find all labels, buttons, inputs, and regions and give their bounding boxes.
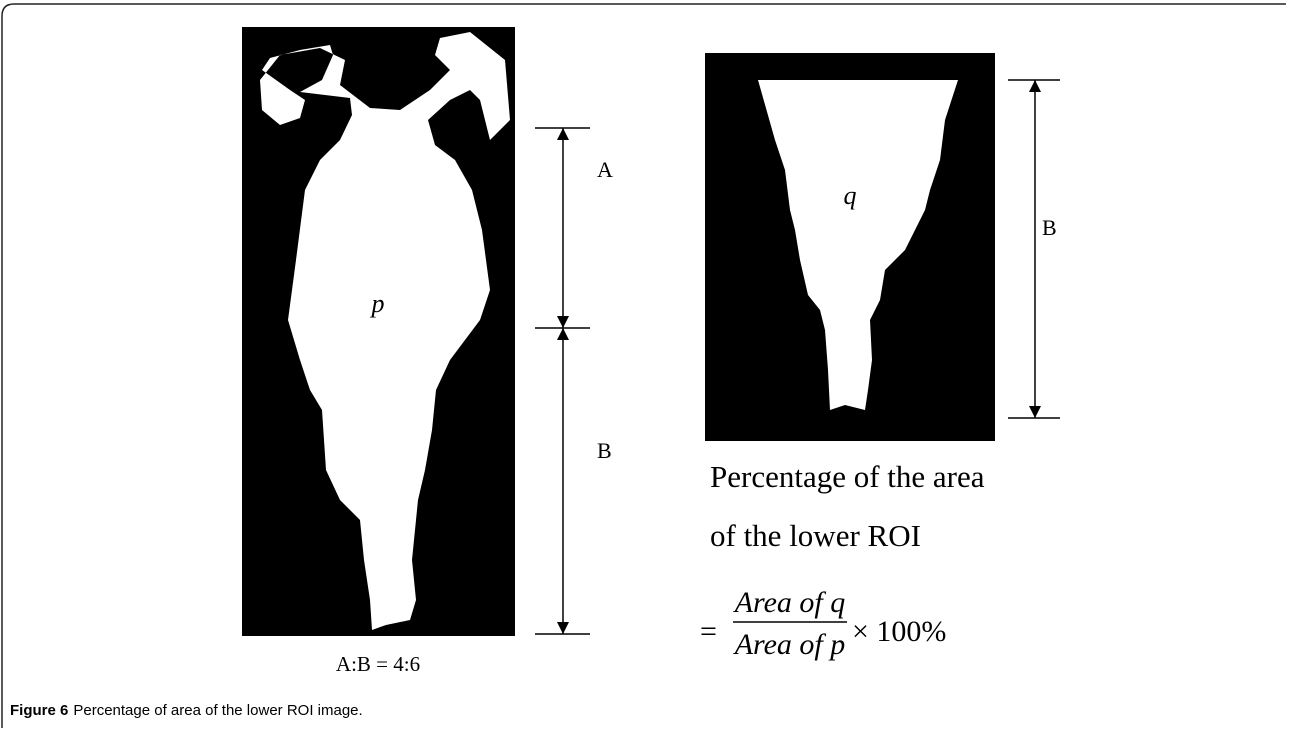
arrow-heads	[557, 128, 569, 634]
formula-line: of the lower ROI	[710, 518, 921, 553]
numerator: Area of q	[733, 586, 846, 619]
caption-label: Figure 6	[10, 702, 68, 719]
dimension-label: B	[597, 438, 612, 463]
equals-sign: =	[700, 615, 717, 648]
formula-line: Percentage of the area	[710, 459, 985, 494]
dimension-arrows	[1008, 79, 1060, 419]
region-label: q	[844, 181, 857, 210]
left-silhouette	[260, 32, 510, 630]
denominator: Area of p	[733, 628, 846, 661]
region-label: p	[370, 289, 385, 318]
dimension-label: B	[1042, 215, 1057, 240]
dimension-label: A	[597, 157, 613, 182]
factor: × 100%	[852, 615, 946, 648]
figure-frame	[1, 3, 1286, 728]
right-silhouette	[758, 80, 958, 410]
dimension-arrows	[535, 127, 590, 635]
caption: Figure 6 Percentage of area of the lower …	[10, 702, 363, 719]
caption-text: Percentage of area of the lower ROI imag…	[73, 702, 362, 719]
arrow-heads	[1029, 80, 1041, 418]
ratio-label: A:B = 4:6	[336, 652, 420, 676]
